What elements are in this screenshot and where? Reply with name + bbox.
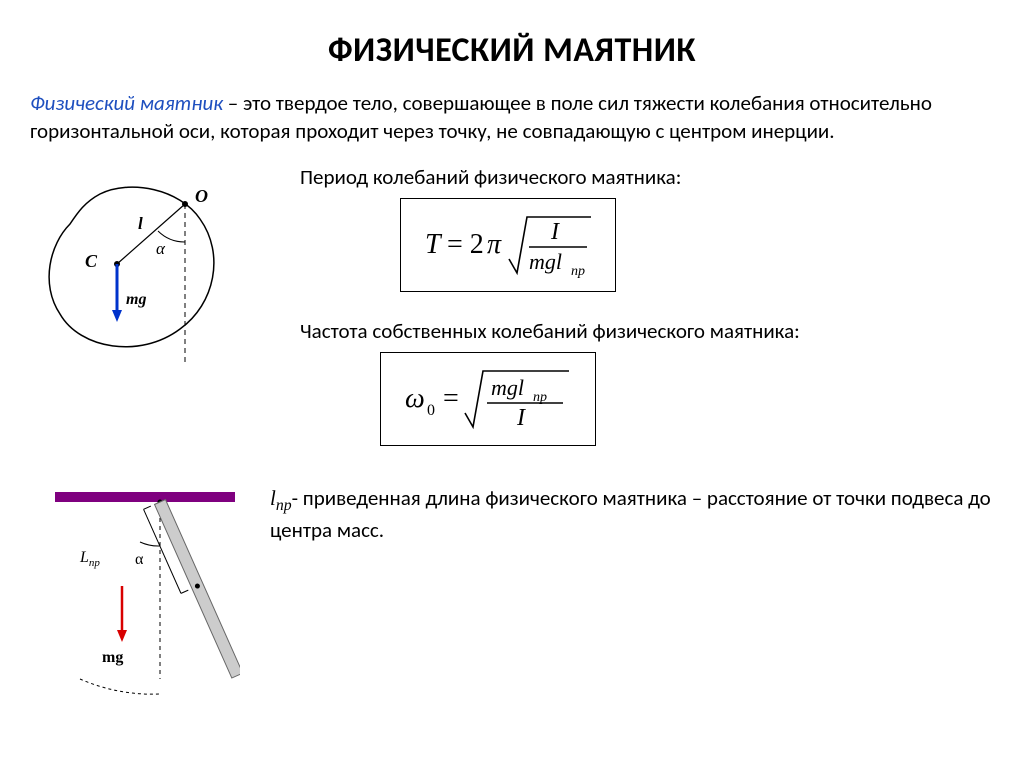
svg-text:=: = <box>443 383 459 414</box>
label-alpha2: α <box>135 551 144 568</box>
caption-frequency: Частота собственных колебаний физическог… <box>300 318 994 344</box>
caption-period: Период колебаний физического маятника: <box>300 164 994 190</box>
label-Lpr: Lпр <box>79 549 100 569</box>
svg-text:I: I <box>550 219 560 245</box>
note-text: - приведенная длина физического маятника… <box>270 485 991 543</box>
svg-text:T: T <box>425 229 443 260</box>
svg-text:mgl: mgl <box>491 375 524 400</box>
label-C: C <box>85 251 98 271</box>
note-var-sub: пр <box>276 497 292 514</box>
svg-text:пр: пр <box>571 264 585 279</box>
diagram-bar-pendulum: Lпр α mg <box>30 484 250 704</box>
term: Физический маятник <box>30 90 223 116</box>
formula-period: T = 2 π I mgl пр <box>400 198 616 292</box>
label-O: O <box>195 186 208 206</box>
note-reduced-length: lпр- приведенная длина физического маятн… <box>270 484 994 545</box>
diagram-rigid-body: O C l α mg <box>30 164 250 364</box>
svg-text:= 2: = 2 <box>447 229 484 260</box>
label-mg2: mg <box>102 649 123 666</box>
label-mg: mg <box>126 291 146 308</box>
svg-text:ω: ω <box>405 383 425 414</box>
svg-text:0: 0 <box>427 402 435 419</box>
page-title: ФИЗИЧЕСКИЙ МАЯТНИК <box>30 30 994 71</box>
svg-text:mgl: mgl <box>529 249 562 274</box>
definition-paragraph: Физический маятник – это твердое тело, с… <box>30 89 994 146</box>
svg-text:π: π <box>487 229 502 260</box>
label-l: l <box>138 214 143 233</box>
formula-frequency: ω 0 = mgl пр I <box>380 352 596 446</box>
label-alpha: α <box>156 239 166 258</box>
svg-text:I: I <box>516 405 526 431</box>
